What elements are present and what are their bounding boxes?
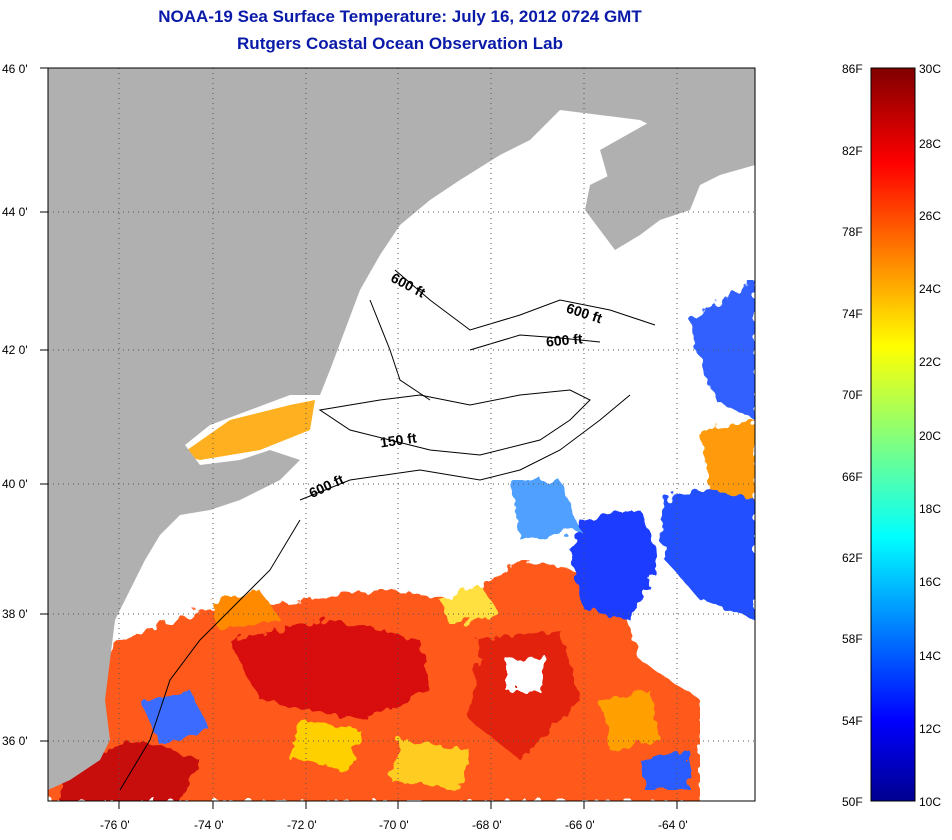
colorbar-f-label: 54F (842, 714, 863, 728)
lat-label-46: 46 0' (2, 62, 28, 76)
colorbar-f-label: 50F (842, 795, 863, 809)
colorbar-c-label: 14C (919, 649, 942, 663)
colorbar-f-label: 86F (842, 62, 863, 76)
colorbar-f-label: 82F (842, 144, 863, 158)
sst-cool-region (510, 280, 755, 790)
colorbar-c-label: 22C (919, 355, 942, 369)
colorbar-c-label: 18C (919, 502, 942, 516)
lat-label-40: 40 0' (2, 477, 28, 491)
colorbar-c-label: 12C (919, 722, 942, 736)
axis-ticks (40, 67, 678, 809)
colorbar-f-label: 58F (842, 632, 863, 646)
sst-warm-region (48, 560, 700, 801)
lat-label-44: 44 0' (2, 205, 28, 219)
lon-label-68: -68 0' (472, 818, 502, 832)
contour-label: 600 ft (545, 330, 584, 350)
map-title: NOAA-19 Sea Surface Temperature: July 16… (158, 7, 642, 26)
colorbar-c-label: 24C (919, 282, 942, 296)
colorbar-f-label: 62F (842, 551, 863, 565)
lon-label-66: -66 0' (565, 818, 595, 832)
lon-label-64: -64 0' (658, 818, 688, 832)
colorbar-c-label: 26C (919, 209, 942, 223)
lat-label-36: 36 0' (2, 734, 28, 748)
lon-label-72: -72 0' (287, 818, 317, 832)
colorbar-c-label: 10C (919, 795, 942, 809)
colorbar-c-label: 20C (919, 429, 942, 443)
lon-label-76: -76 0' (100, 818, 130, 832)
map-frame (47, 67, 756, 802)
colorbar-c-label: 28C (919, 137, 942, 151)
map-subtitle: Rutgers Coastal Ocean Observation Lab (237, 34, 563, 53)
bathymetry-contours (119, 269, 656, 791)
lat-label-38: 38 0' (2, 607, 28, 621)
colorbar-f-label: 78F (842, 225, 863, 239)
colorbar-f-label: 70F (842, 388, 863, 402)
graticule (48, 68, 755, 801)
lon-label-70: -70 0' (379, 818, 409, 832)
colorbar-c-label: 16C (919, 575, 942, 589)
colorbar-f-label: 74F (842, 307, 863, 321)
colorbar-c-label: 30C (919, 62, 942, 76)
land (48, 68, 755, 790)
colorbar (870, 67, 916, 802)
colorbar-f-label: 66F (842, 470, 863, 484)
map-area (48, 68, 755, 801)
lon-label-74: -74 0' (194, 818, 224, 832)
lat-label-42: 42 0' (2, 343, 28, 357)
